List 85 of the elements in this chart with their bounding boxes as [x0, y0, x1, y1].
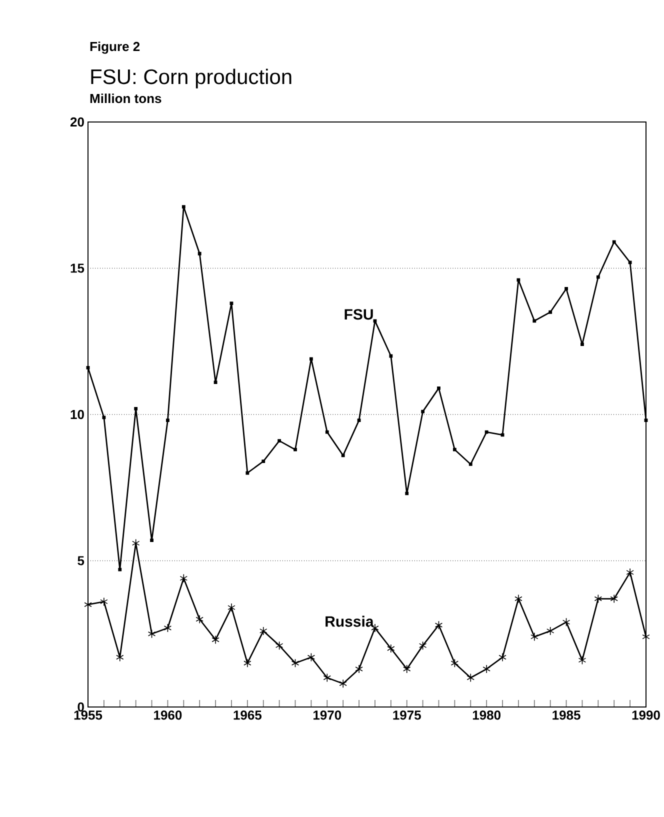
x-tick-label: 1960	[154, 710, 182, 720]
point	[278, 439, 282, 443]
point	[116, 652, 124, 662]
point	[228, 603, 236, 612]
series-label: FSU	[344, 309, 373, 320]
point	[610, 594, 618, 604]
point	[310, 357, 314, 361]
point	[466, 673, 475, 682]
x-tick-label: 1980	[473, 710, 501, 720]
y-tick-label: 5	[78, 556, 84, 566]
point	[294, 448, 298, 452]
point	[612, 240, 616, 244]
x-tick-label: 1970	[314, 710, 342, 720]
point	[530, 632, 538, 642]
chart-title: FSU: Corn production	[91, 68, 292, 88]
point	[260, 626, 268, 636]
x-tick-label: 1955	[74, 710, 102, 720]
point	[482, 664, 491, 674]
point	[212, 635, 220, 644]
point	[355, 664, 363, 674]
x-tick-label: 1965	[234, 710, 262, 720]
point	[214, 380, 218, 384]
point	[596, 275, 600, 279]
point	[484, 430, 488, 434]
point	[405, 492, 409, 496]
y-axis-title: Million tons	[90, 94, 162, 104]
point	[562, 618, 570, 627]
y-tick-label: 15	[70, 264, 84, 273]
point	[292, 658, 300, 668]
point	[276, 641, 284, 650]
y-tick-label: 10	[70, 410, 84, 420]
point	[180, 574, 188, 583]
point	[450, 658, 459, 668]
point	[262, 460, 266, 463]
point	[373, 319, 377, 323]
point	[150, 538, 154, 542]
point	[86, 366, 90, 370]
point	[419, 641, 427, 650]
point	[453, 448, 456, 452]
point	[326, 430, 329, 434]
point	[578, 656, 586, 665]
point	[166, 418, 170, 422]
point	[498, 652, 506, 662]
point	[323, 673, 332, 682]
x-tick-label: 1990	[632, 710, 660, 720]
point	[339, 679, 348, 688]
point	[244, 658, 252, 668]
point	[548, 310, 552, 314]
point	[196, 614, 204, 624]
point	[246, 471, 250, 475]
point	[628, 260, 632, 264]
point	[594, 594, 602, 604]
point	[580, 342, 584, 346]
point	[389, 354, 393, 358]
point	[198, 252, 202, 256]
series-label: Russia	[326, 616, 374, 627]
point	[626, 568, 634, 577]
point	[644, 418, 648, 422]
point	[387, 644, 395, 653]
point	[546, 626, 554, 636]
point	[516, 278, 520, 282]
point	[341, 454, 345, 458]
point	[134, 406, 138, 410]
point	[532, 319, 536, 323]
point	[182, 205, 186, 209]
point	[148, 629, 156, 638]
point	[564, 287, 568, 290]
point	[403, 664, 411, 674]
point	[307, 652, 316, 662]
point	[100, 597, 108, 606]
x-tick-label: 1985	[552, 710, 580, 720]
x-tick-label: 1975	[393, 710, 422, 720]
point	[357, 418, 361, 422]
y-tick-label: 20	[70, 117, 84, 127]
caption: Figure 2	[90, 42, 140, 54]
point	[437, 386, 441, 390]
point	[434, 620, 443, 630]
point	[102, 416, 106, 420]
point	[118, 568, 122, 572]
point	[421, 410, 425, 414]
point	[514, 594, 522, 604]
point	[230, 302, 234, 306]
point	[469, 462, 472, 466]
y-tick-label: 0	[78, 702, 84, 712]
point	[164, 624, 172, 632]
